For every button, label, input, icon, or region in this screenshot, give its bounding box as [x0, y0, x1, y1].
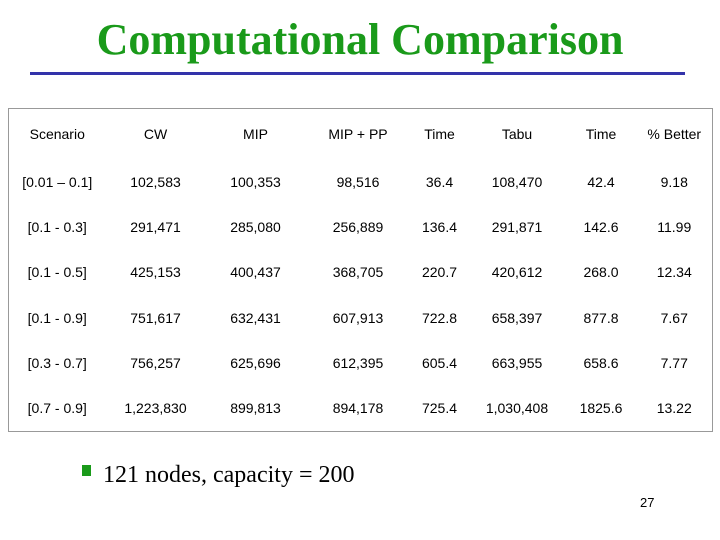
table-cell: 268.0	[583, 264, 619, 281]
table-cell: 756,257	[130, 355, 181, 371]
table-cell: 877.8	[583, 309, 619, 326]
table-cell: 420,612	[491, 264, 543, 281]
table-cell: 13.22	[656, 400, 692, 417]
header-cell: Time	[424, 126, 455, 143]
table-cell: 605.4	[421, 355, 458, 371]
header-cell: MIP + PP	[328, 126, 388, 143]
header-cell: CW	[143, 126, 168, 143]
table-cell: 108,470	[491, 173, 543, 190]
table-cell: 7.77	[660, 355, 688, 371]
header-row: Scenario CW MIP MIP + PP Time Tabu Time % Bette…	[9, 109, 713, 160]
table-cell: [0.01 – 0.1]	[22, 173, 93, 190]
table-body: Scenario CW MIP MIP + PP Time Tabu Time % Bette…	[9, 109, 713, 432]
table-row: [0.1 - 0.9] 751,617 632,431 607,913 722.8 658…	[9, 295, 713, 340]
table-cell: 100,353	[230, 173, 281, 190]
table-cell: 1825.6	[579, 400, 623, 417]
table-cell: 102,583	[130, 173, 181, 190]
table-row: [0.1 - 0.5] 425,153 400,437 368,705 220.7 420…	[9, 250, 713, 295]
table-cell: 625,696	[230, 355, 281, 371]
table-cell: [0.3 - 0.7]	[27, 355, 87, 371]
table-cell: 368,705	[332, 264, 384, 281]
table-cell: [0.1 - 0.9]	[27, 309, 87, 326]
table-cell: [0.1 - 0.3]	[27, 219, 87, 236]
slide-title: Computational Comparison	[96, 15, 624, 64]
table-row: [0.7 - 0.9] 1,223,830 899,813 894,178 725.4 1…	[9, 386, 713, 432]
table-cell: 98,516	[336, 173, 380, 190]
table-row: [0.1 - 0.3] 291,471 285,080 256,889 136.4 291…	[9, 205, 713, 250]
table-cell: [0.1 - 0.5]	[27, 264, 87, 281]
header-cell: Tabu	[501, 126, 533, 143]
table-cell: 400,437	[230, 264, 281, 281]
bullet-marker	[82, 465, 91, 476]
page-number: 27	[640, 495, 655, 510]
table-cell: 36.4	[425, 173, 454, 190]
comparison-table: Scenario CW MIP MIP + PP Time Tabu Time % Bette…	[8, 108, 713, 432]
table-cell: 291,871	[491, 219, 543, 236]
table-cell: 894,178	[332, 400, 384, 417]
bullet: 121 nodes, capacity = 200	[82, 462, 354, 489]
table-cell: 256,889	[332, 219, 384, 236]
table-cell: 142.6	[583, 219, 619, 236]
header-cell: Time	[585, 126, 617, 143]
header-cell: MIP	[243, 126, 268, 143]
table-cell: 136.4	[421, 219, 458, 236]
table-row: [0.3 - 0.7] 756,257 625,696 612,395 605.4 663…	[9, 340, 713, 385]
table-cell: 42.4	[587, 173, 615, 190]
bullet-text: 121 nodes, capacity = 200	[103, 462, 355, 488]
table-cell: 658,397	[491, 309, 543, 326]
table-cell: [0.7 - 0.9]	[27, 400, 87, 417]
table-cell: 1,030,408	[485, 400, 549, 417]
table-row: [0.01 – 0.1] 102,583 100,353 98,516 36.4 108,…	[9, 159, 713, 204]
table-cell: 425,153	[130, 264, 181, 281]
table-cell: 658.6	[583, 355, 619, 371]
table-cell: 607,913	[332, 309, 384, 326]
table-cell: 663,955	[491, 355, 543, 371]
table-cell: 1,223,830	[124, 400, 187, 417]
table-cell: 11.99	[657, 219, 692, 236]
table-cell: 220.7	[421, 264, 458, 281]
header-cell: % Better	[647, 126, 702, 143]
header-cell: Scenario	[29, 126, 85, 143]
table-cell: 722.8	[421, 309, 458, 326]
table-cell: 285,080	[230, 219, 281, 236]
table-cell: 751,617	[130, 309, 181, 326]
table-cell: 899,813	[230, 400, 281, 417]
table-cell: 612,395	[332, 355, 384, 371]
table-cell: 291,471	[130, 219, 181, 236]
table-cell: 9.18	[660, 173, 688, 190]
table-cell: 725.4	[421, 400, 458, 417]
title-rule	[30, 72, 685, 75]
table-cell: 632,431	[230, 309, 281, 326]
table-cell: 12.34	[656, 264, 692, 281]
table-cell: 7.67	[660, 309, 688, 326]
